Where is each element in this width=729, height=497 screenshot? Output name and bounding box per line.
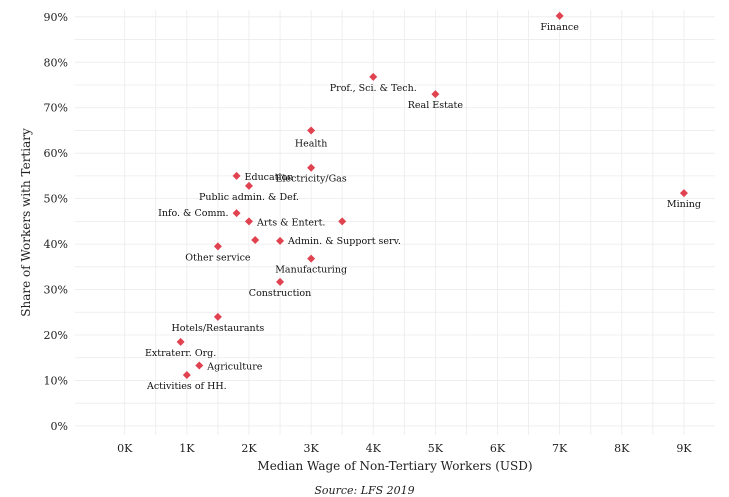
chart-caption: Source: LFS 2019	[314, 484, 415, 497]
x-tick-label: 4K	[366, 442, 382, 455]
data-point-marker	[182, 371, 191, 379]
x-tick-label: 6K	[490, 442, 506, 455]
data-point-label: Admin. & Support serv.	[287, 236, 401, 247]
data-point-label: Manufacturing	[275, 265, 347, 276]
data-points	[176, 11, 688, 379]
y-tick-label: 40%	[44, 238, 68, 251]
x-tick-label: 1K	[179, 442, 195, 455]
data-point-label: Extraterr. Org.	[145, 348, 216, 359]
data-point-marker	[213, 242, 222, 251]
point-labels: Finance Prof., Sci. & Tech. Real Estate Hea…	[145, 22, 701, 392]
x-tick-label: 8K	[614, 442, 630, 455]
data-point-marker	[338, 217, 347, 226]
axis-ticks: 0K 1K 2K 3K 4K 5K 6K 7K 8K 9K 0% 10% 20% 30% 40% 50% 60%…	[44, 11, 693, 455]
y-tick-label: 30%	[44, 284, 68, 297]
data-point-label: Electricity/Gas	[276, 174, 347, 185]
x-tick-label: 2K	[241, 442, 257, 455]
data-point-label: Arts & Entert.	[256, 217, 325, 228]
y-tick-label: 70%	[44, 102, 68, 115]
data-point-label: Activities of HH.	[146, 381, 227, 392]
data-point-marker	[369, 72, 378, 81]
data-point-marker	[276, 277, 285, 286]
data-point-marker	[276, 236, 285, 245]
data-point-label: Health	[295, 138, 328, 149]
data-point-marker	[679, 189, 688, 198]
data-point-marker	[307, 254, 316, 263]
y-tick-label: 50%	[44, 193, 68, 206]
y-tick-label: 60%	[44, 147, 68, 160]
x-tick-label: 5K	[428, 442, 444, 455]
y-tick-label: 0%	[51, 420, 68, 433]
data-point-marker	[232, 171, 241, 180]
data-point-label: Real Estate	[408, 100, 464, 111]
data-point-label: Finance	[540, 22, 579, 33]
gridlines	[75, 10, 715, 435]
data-point-marker	[431, 90, 440, 99]
data-point-marker	[251, 236, 260, 244]
data-point-label: Education	[245, 172, 294, 183]
x-tick-label: 7K	[552, 442, 568, 455]
data-point-label: Construction	[249, 288, 311, 299]
data-point-marker	[176, 337, 185, 346]
y-tick-label: 80%	[44, 56, 68, 69]
data-point-label: Public admin. & Def.	[199, 192, 299, 203]
data-point-label: Prof., Sci. & Tech.	[330, 83, 417, 94]
data-point-marker	[307, 163, 316, 172]
data-point-label: Info. & Comm.	[158, 208, 228, 219]
y-tick-label: 90%	[44, 11, 68, 24]
data-point-label: Agriculture	[206, 361, 262, 372]
data-point-marker	[195, 361, 204, 370]
data-point-marker	[307, 126, 316, 135]
x-tick-label: 0K	[117, 442, 133, 455]
y-tick-label: 10%	[44, 374, 68, 387]
x-axis-title: Median Wage of Non-Tertiary Workers (USD…	[257, 459, 532, 473]
data-point-label: Other service	[185, 252, 251, 263]
x-tick-label: 3K	[304, 442, 320, 455]
data-point-marker	[555, 11, 564, 20]
data-point-marker	[244, 217, 253, 226]
data-point-label: Mining	[667, 199, 701, 210]
x-tick-label: 9K	[676, 442, 692, 455]
y-tick-label: 20%	[44, 329, 68, 342]
y-axis-title: Share of Workers with Tertiary	[19, 128, 33, 317]
data-point-label: Hotels/Restaurants	[171, 323, 264, 334]
data-point-marker	[213, 312, 222, 321]
data-point-marker	[244, 181, 253, 190]
data-point-marker	[232, 209, 241, 218]
